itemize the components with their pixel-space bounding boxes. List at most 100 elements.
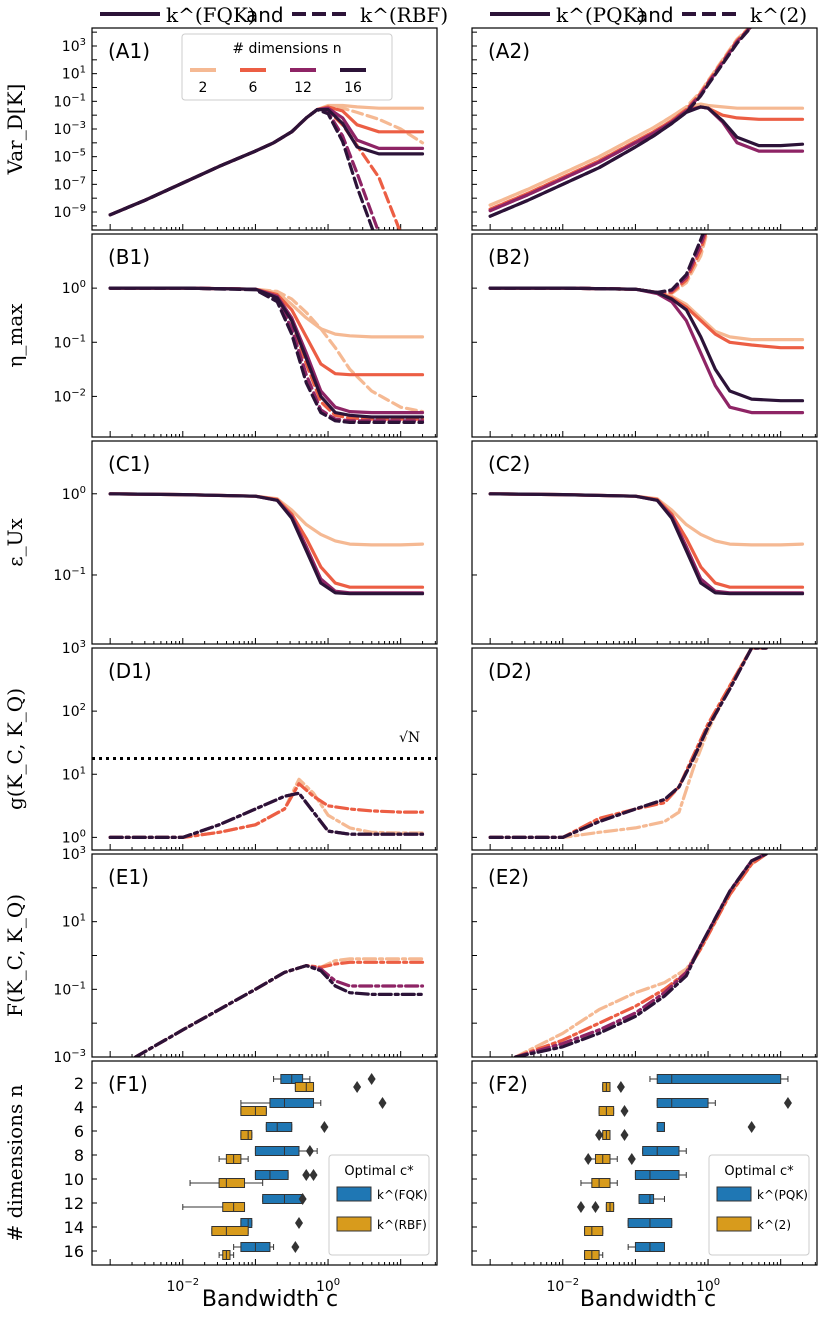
y-tick-label: 10−1 — [53, 92, 86, 110]
axes-frame — [91, 440, 438, 645]
panel-tag: (C1) — [108, 452, 150, 476]
y-tick-label: 101 — [62, 765, 86, 783]
y-tick-label: 10−1 — [53, 333, 86, 351]
legend-label: 2 — [199, 80, 208, 96]
box-outlier — [627, 1153, 636, 1165]
panel-tag: (A1) — [108, 39, 150, 63]
legend-dashed-label: k^(RBF) — [360, 3, 448, 27]
series-line-n16-solid — [108, 107, 425, 217]
series-line-n2-solid — [488, 492, 805, 547]
legend-label: 12 — [294, 80, 312, 96]
series-line-n2-dashed — [108, 105, 425, 217]
y-axis-label: # dimensions n — [3, 1084, 27, 1241]
series-line-n12-dashdot — [134, 963, 425, 1057]
top-legend-left: k^(FQK) and k^(RBF) — [100, 3, 448, 27]
series-line-n2-solid — [488, 286, 805, 342]
series-line-n12-solid — [488, 286, 805, 415]
box-blue-n6 — [265, 1122, 293, 1132]
y-tick-label: 101 — [62, 65, 86, 83]
series-group — [134, 957, 425, 1057]
panel-e1: 10−3 10−1 101 103 (E1) F(K_C, K_Q) — [3, 845, 438, 1066]
panels: 10−9 10−7 10−5 10−3 10−1 101 103 (A1) Var_D[K] (A… — [3, 27, 818, 1295]
series-group — [488, 492, 805, 596]
panel-tag: (E2) — [488, 865, 529, 889]
y-tick-label: 12 — [64, 1194, 84, 1213]
legend-label: 6 — [249, 80, 258, 96]
box-outlier — [378, 1097, 387, 1109]
x-tick-label: 100 — [696, 1277, 720, 1295]
series-line-n12-solid — [488, 492, 805, 595]
series-line-n16-solid — [488, 105, 805, 218]
box-outlier — [309, 1169, 318, 1181]
series-line-n6-dashdot — [108, 782, 425, 840]
box-blue-n6 — [656, 1122, 665, 1132]
series-line-n16-dashdot — [108, 791, 425, 840]
panel-tag: (D2) — [488, 659, 532, 683]
box-outlier — [298, 1193, 307, 1205]
box-outlier — [305, 1145, 314, 1157]
y-tick-label: 10−1 — [53, 566, 86, 584]
box-blue-n10 — [634, 1170, 680, 1180]
box-blue-n12 — [262, 1194, 304, 1204]
box-blue-n8 — [254, 1146, 300, 1156]
box-gold-n14 — [211, 1226, 249, 1236]
series-line-n12-dashed — [488, 234, 707, 295]
box-gold-n10 — [218, 1178, 246, 1188]
axes-frame — [91, 853, 438, 1058]
box-outlier — [576, 1201, 585, 1213]
x-tick-label: 10−2 — [547, 1277, 580, 1295]
series-line-n2-dashed — [488, 28, 752, 207]
box-legend: Optimal c* k^(FQK) k^(RBF) — [328, 1154, 430, 1256]
series-group — [108, 286, 425, 424]
y-tick-label: 103 — [62, 37, 86, 55]
axes-frame — [91, 1060, 438, 1266]
series-line-n16-dashdot — [488, 648, 768, 840]
box-outlier — [295, 1217, 303, 1229]
y-axis-label: g(K_C, K_Q) — [3, 688, 27, 810]
box-outlier — [620, 1129, 629, 1141]
panel-d1: 100 101 102 103 (D1) g(K_C, K_Q) √N — [3, 639, 438, 851]
series-line-n16-dashed — [108, 286, 425, 424]
series-line-n12-dashed — [108, 286, 425, 423]
series-line-n6-solid — [108, 492, 425, 589]
panel-e2: (E2) — [471, 853, 818, 1058]
legend-label: k^(PQK) — [757, 1188, 808, 1202]
box-gold-n10 — [591, 1178, 611, 1188]
y-tick-label: 16 — [64, 1242, 84, 1261]
panel-c1: 10−1 100 (C1) ε_Ux — [3, 440, 438, 645]
y-axis-label: η_max — [3, 303, 27, 368]
box-outlier — [616, 1081, 625, 1093]
series-line-n16-dashdot — [134, 963, 425, 1057]
legend-title: # dimensions n — [232, 41, 341, 57]
box-blue-n12 — [638, 1194, 655, 1204]
y-tick-label: 10−5 — [53, 148, 86, 166]
series-line-n2-solid — [108, 492, 425, 547]
box-outlier — [591, 1201, 600, 1213]
series-line-n16-dashdot — [513, 854, 768, 1057]
box-outlier — [747, 1121, 756, 1133]
legend-label: k^(FQK) — [377, 1188, 428, 1202]
series-line-n12-solid — [108, 106, 425, 217]
box-blue-n2 — [656, 1074, 782, 1084]
axes-frame — [471, 853, 818, 1058]
series-line-n6-solid — [108, 105, 425, 217]
panel-a2: (A2) — [471, 27, 818, 231]
x-axis-label-left: Bandwidth c — [202, 1287, 338, 1312]
legend-connector: and — [636, 3, 674, 27]
legend-connector: and — [246, 3, 284, 27]
dimensions-legend: # dimensions n 2 6 12 16 — [181, 33, 393, 101]
panel-tag: (D1) — [108, 659, 152, 683]
y-tick-label: 10−2 — [53, 387, 86, 405]
panel-tag: (B1) — [108, 245, 150, 269]
y-tick-label: 101 — [62, 913, 86, 931]
y-tick-label: 10−9 — [53, 203, 86, 221]
box-outlier — [320, 1121, 329, 1133]
series-line-n6-dashed — [488, 28, 752, 211]
box-outlier — [584, 1153, 593, 1165]
panel-tag: (A2) — [488, 39, 530, 63]
x-tick-label: 10−2 — [167, 1277, 200, 1295]
y-tick-label: 102 — [62, 702, 86, 720]
legend-solid-label: k^(FQK) — [166, 3, 256, 27]
y-tick-label: 10−3 — [53, 1048, 86, 1066]
series-line-n2-dashdot — [513, 854, 768, 1057]
